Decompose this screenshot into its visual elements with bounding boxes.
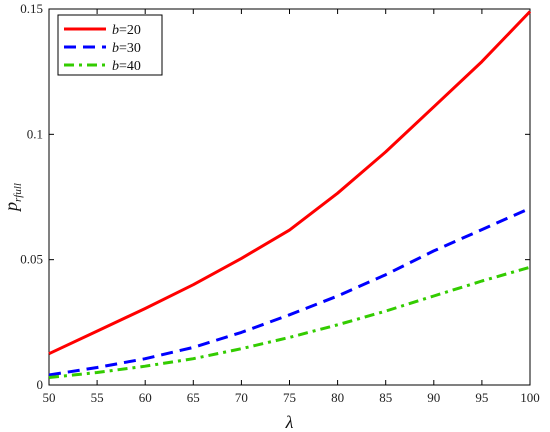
x-tick-label: 55 xyxy=(91,390,104,405)
legend-box xyxy=(57,14,163,76)
x-axis: 50 55 60 65 70 75 80 85 90 95 100 xyxy=(43,9,540,405)
y-axis-label-base: p xyxy=(1,202,21,213)
x-tick-label: 95 xyxy=(475,390,488,405)
legend-label-var: b xyxy=(112,41,119,56)
legend-label: b=20 xyxy=(112,23,141,38)
legend-label-value: =30 xyxy=(119,41,141,56)
x-tick-label: 90 xyxy=(427,390,440,405)
legend-label-var: b xyxy=(112,59,119,74)
x-tick-label: 65 xyxy=(187,390,200,405)
legend-label: b=40 xyxy=(112,59,141,74)
legend-label-value: =20 xyxy=(119,23,141,38)
y-tick-label: 0.1 xyxy=(27,126,43,141)
x-tick-label: 85 xyxy=(379,390,392,405)
x-tick-label: 80 xyxy=(331,390,344,405)
x-tick-label: 50 xyxy=(43,390,56,405)
y-tick-label: 0 xyxy=(37,377,44,392)
x-axis-label: λ xyxy=(285,412,294,432)
y-axis-label-sub: rfull xyxy=(12,183,24,202)
series-line-1 xyxy=(48,10,532,356)
svg-text:prfull: prfull xyxy=(1,183,24,213)
legend-label: b=30 xyxy=(112,41,141,56)
legend-label-var: b xyxy=(112,23,119,38)
x-tick-label: 60 xyxy=(139,390,152,405)
x-tick-label: 100 xyxy=(520,390,540,405)
series-layer xyxy=(48,10,532,379)
x-tick-label: 70 xyxy=(235,390,248,405)
y-tick-label: 0.15 xyxy=(20,1,43,16)
legend: b=20b=30b=40 xyxy=(57,14,163,76)
series-line-2 xyxy=(48,206,531,377)
x-tick-label: 75 xyxy=(283,390,296,405)
legend-label-value: =40 xyxy=(119,59,141,74)
y-tick-label: 0.05 xyxy=(20,252,43,267)
y-axis-label: prfull xyxy=(1,183,24,213)
y-axis: 0 0.05 0.1 0.15 xyxy=(20,1,530,392)
